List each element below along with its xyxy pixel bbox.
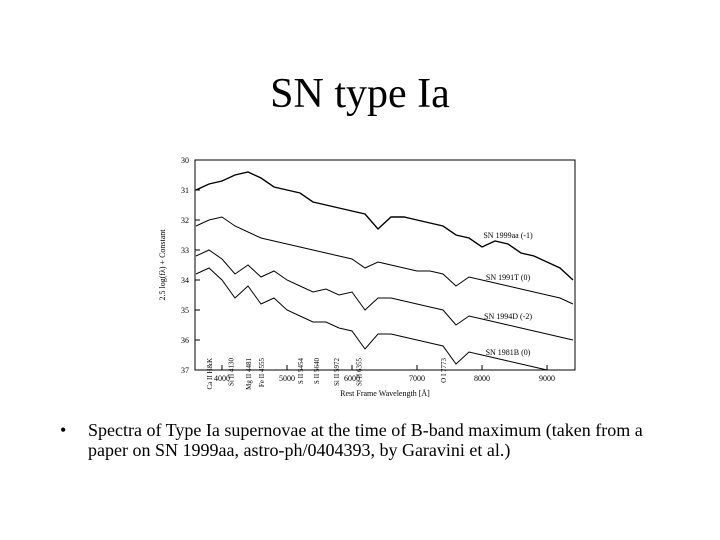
y-tick-label: 36 xyxy=(181,336,189,345)
line-annotation: Mg II 4481 xyxy=(245,358,253,390)
x-tick-label: 6000 xyxy=(344,374,360,383)
line-annotation: Fe II 4555 xyxy=(258,358,266,388)
y-tick-label: 33 xyxy=(181,246,189,255)
line-annotation: S II 5454 xyxy=(297,358,305,385)
y-tick-label: 34 xyxy=(181,276,189,285)
x-axis-label: Rest Frame Wavelength [Å] xyxy=(340,389,430,398)
plot-frame xyxy=(194,159,576,371)
x-tick-label: 7000 xyxy=(409,374,425,383)
bullet-text: Spectra of Type Ia supernovae at the tim… xyxy=(60,420,668,460)
y-tick-label: 37 xyxy=(181,366,189,375)
line-annotation: Si II 4130 xyxy=(227,358,235,387)
y-tick-label: 31 xyxy=(181,186,189,195)
x-tick-label: 4000 xyxy=(214,374,230,383)
spectrum-line xyxy=(195,267,573,371)
spectrum-line xyxy=(195,249,574,341)
line-annotation: Si II 5972 xyxy=(333,358,341,387)
series-label: SN 1994D (-2) xyxy=(484,312,532,321)
spectrum-line xyxy=(195,216,574,305)
x-tick-label: 8000 xyxy=(474,374,490,383)
x-tick-label: 5000 xyxy=(279,374,295,383)
line-annotation: S II 5640 xyxy=(313,358,321,385)
x-tick-label: 9000 xyxy=(539,374,555,383)
slide-title: SN type Ia xyxy=(270,71,450,117)
y-tick-label: 30 xyxy=(181,156,189,165)
series-label: SN 1999aa (-1) xyxy=(483,231,533,240)
series-label: SN 1991T (0) xyxy=(486,273,531,282)
spectrum-line xyxy=(195,171,574,281)
line-annotation: Ca II H&K xyxy=(206,358,214,390)
line-annotation: O I 7773 xyxy=(440,358,448,383)
y-tick-label: 35 xyxy=(181,306,189,315)
series-label: SN 1981B (0) xyxy=(486,348,531,357)
line-annotation: Si II 6355 xyxy=(356,358,364,387)
y-tick-label: 32 xyxy=(181,216,189,225)
chart: 30 31 32 33 34 35 36 37 4000 5000 6000 7000 8000 9000… xyxy=(158,156,576,398)
y-axis-label: 2.5 log(fλ) + Constant xyxy=(158,229,167,301)
